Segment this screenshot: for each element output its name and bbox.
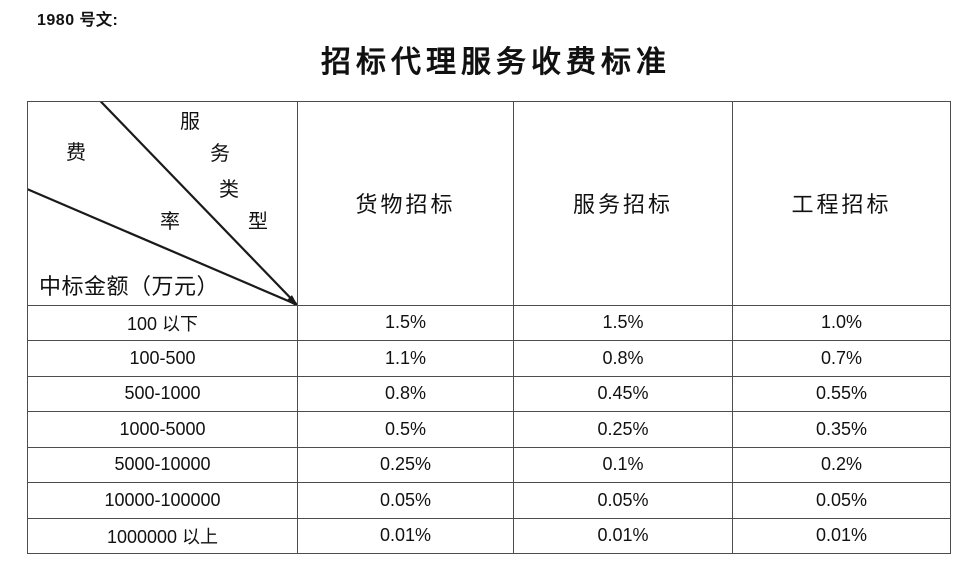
- rate-cell: 0.1%: [513, 446, 733, 484]
- table-row: 5000-10000 0.25% 0.1% 0.2%: [27, 446, 951, 484]
- rate-cell: 0.05%: [513, 482, 733, 519]
- rate-cell: 0.2%: [732, 446, 951, 484]
- table-row: 1000000 以上 0.01% 0.01% 0.01%: [27, 517, 951, 555]
- diagonal-divider-lines: [28, 102, 297, 305]
- row-axis-label: 中标金额（万元）: [39, 274, 220, 299]
- rate-cell: 1.1%: [297, 340, 514, 377]
- amount-range-cell: 100 以下: [27, 304, 298, 342]
- table-row: 10000-100000 0.05% 0.05% 0.05%: [27, 482, 951, 519]
- diag-char-service-type: 类: [219, 179, 239, 201]
- column-header-services: 服务招标: [513, 101, 733, 306]
- fee-table: 服 务 类 型 费 率 中标金额（万元） 货物招标 服务招标 工程招标 100 …: [27, 101, 951, 555]
- rate-cell: 0.01%: [513, 517, 733, 555]
- diag-char-fee-rate: 率: [160, 211, 180, 233]
- rate-cell: 1.0%: [732, 304, 951, 342]
- page-title: 招标代理服务收费标准: [321, 46, 671, 79]
- column-header-goods: 货物招标: [297, 101, 514, 306]
- diag-char-fee-rate: 费: [66, 142, 86, 164]
- table-row: 1000-5000 0.5% 0.25% 0.35%: [27, 411, 951, 448]
- rate-cell: 0.8%: [297, 375, 514, 413]
- rate-cell: 0.25%: [513, 411, 733, 448]
- rate-cell: 0.25%: [297, 446, 514, 484]
- table-header-row: 服 务 类 型 费 率 中标金额（万元） 货物招标 服务招标 工程招标: [27, 101, 951, 306]
- amount-range-cell: 1000-5000: [27, 411, 298, 448]
- amount-range-cell: 1000000 以上: [27, 517, 298, 555]
- rate-cell: 0.5%: [297, 411, 514, 448]
- rate-cell: 0.7%: [732, 340, 951, 377]
- amount-range-cell: 10000-100000: [27, 482, 298, 519]
- rate-cell: 0.05%: [297, 482, 514, 519]
- diag-char-service-type: 服: [180, 111, 200, 133]
- rate-cell: 0.01%: [732, 517, 951, 555]
- table-row: 100-500 1.1% 0.8% 0.7%: [27, 340, 951, 377]
- rate-cell: 1.5%: [297, 304, 514, 342]
- rate-cell: 0.8%: [513, 340, 733, 377]
- diag-char-service-type: 务: [210, 143, 230, 165]
- rate-cell: 0.55%: [732, 375, 951, 413]
- rate-cell: 0.05%: [732, 482, 951, 519]
- rate-cell: 0.35%: [732, 411, 951, 448]
- diag-char-service-type: 型: [248, 211, 268, 233]
- table-row: 100 以下 1.5% 1.5% 1.0%: [27, 304, 951, 342]
- table-corner-cell: 服 务 类 型 费 率 中标金额（万元）: [27, 101, 298, 306]
- column-header-engineering: 工程招标: [732, 101, 951, 306]
- amount-range-cell: 500-1000: [27, 375, 298, 413]
- doc-number: 1980 号文:: [37, 12, 119, 29]
- rate-cell: 0.45%: [513, 375, 733, 413]
- amount-range-cell: 100-500: [27, 340, 298, 377]
- amount-range-cell: 5000-10000: [27, 446, 298, 484]
- rate-cell: 1.5%: [513, 304, 733, 342]
- rate-cell: 0.01%: [297, 517, 514, 555]
- table-row: 500-1000 0.8% 0.45% 0.55%: [27, 375, 951, 413]
